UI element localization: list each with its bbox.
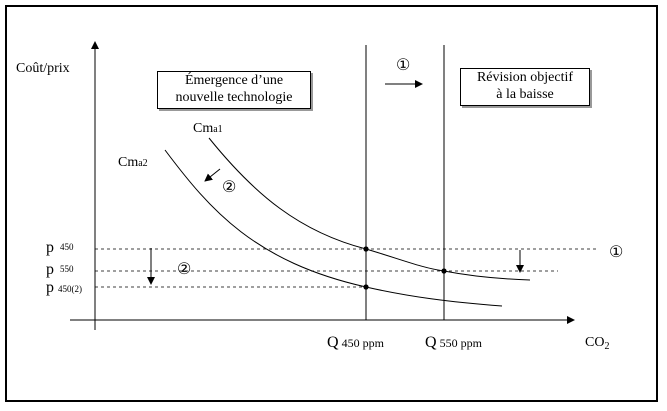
cm-a1-label-sub: a1 [213, 124, 223, 135]
marker-two-curve: ② [222, 179, 237, 196]
price-label-p550-main: p [46, 261, 54, 278]
price-label-p450-2-sub: 450(2) [58, 284, 82, 294]
point-q450-p450 [363, 246, 369, 252]
price-label-p450-main: p [46, 239, 54, 256]
y-axis-label: Coût/prix [16, 61, 70, 76]
figure-frame [5, 5, 658, 402]
quantity-label-q550-sub: 550 ppm [436, 336, 482, 350]
price-label-p450-2-main: p [46, 279, 54, 296]
curve-shift-arrow [204, 168, 221, 182]
emergence-box: Émergence d’une nouvelle technologie [157, 71, 311, 109]
point-q450-p450-2 [363, 284, 369, 290]
price-label-p550-sub: 550 [60, 264, 74, 274]
quantity-label-q450: Q 450 ppm [327, 335, 384, 351]
x-axis-label-sub: 2 [604, 341, 610, 352]
quantity-label-q450-main: Q [327, 334, 339, 351]
x-axis-label-main: CO [585, 335, 605, 350]
price-label-p550: p 550 [46, 262, 74, 278]
price-label-p450-2: p 450(2) [46, 280, 82, 296]
quantity-label-q450-sub: 450 ppm [338, 336, 384, 350]
cm-a1-label-main: Cm [193, 121, 214, 136]
price-label-p450: p 450 [46, 240, 74, 256]
revision-box-line1: Révision objectif [476, 70, 574, 85]
cm-a1-curve [208, 137, 531, 281]
revision-box-line2: à la baisse [496, 87, 554, 102]
quantity-label-q550: Q 550 ppm [425, 335, 482, 351]
quantity-label-q550-main: Q [425, 334, 437, 351]
cm-a1-label: Cma1 [193, 122, 223, 136]
marker-one-right: ① [609, 244, 624, 261]
marker-one-top: ① [396, 57, 411, 74]
price-label-p450-sub: 450 [60, 242, 74, 252]
cm-a2-label: Cma2 [118, 156, 148, 170]
emergence-box-line1: Émergence d’une [184, 73, 284, 88]
cm-a2-curve [164, 149, 503, 307]
revision-box: Révision objectif à la baisse [460, 68, 590, 106]
cm-a2-label-sub: a2 [138, 158, 148, 169]
point-q550-p550 [441, 268, 447, 274]
cm-a2-label-main: Cm [118, 155, 139, 170]
x-axis-label: CO2 [585, 335, 610, 352]
emergence-box-line2: nouvelle technologie [175, 90, 293, 105]
marker-two-price: ② [177, 261, 192, 278]
